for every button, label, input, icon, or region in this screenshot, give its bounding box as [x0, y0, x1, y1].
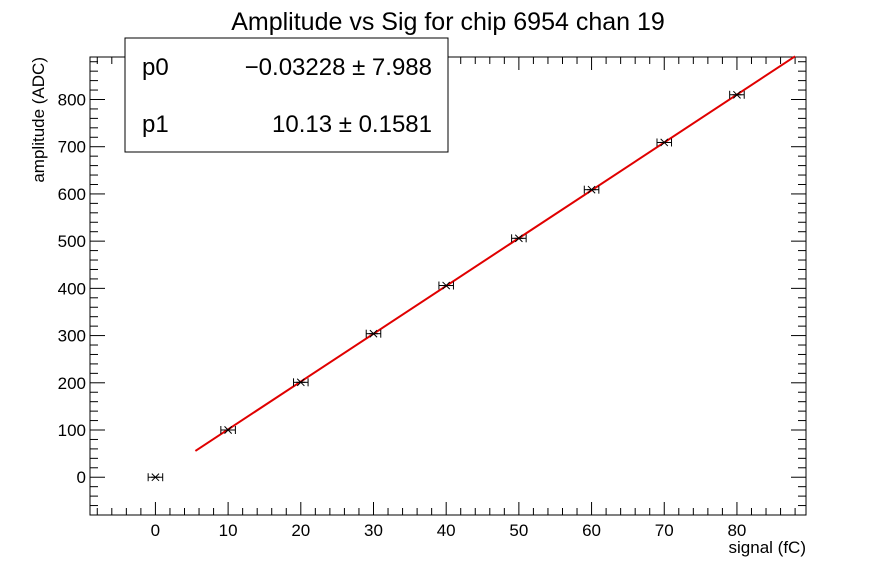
- y-tick-label: 500: [58, 232, 86, 251]
- fit-line: [194, 55, 796, 452]
- y-tick-label: 400: [58, 279, 86, 298]
- stats-p1-value: 10.13 ± 0.1581: [272, 111, 432, 138]
- x-tick-label: 60: [582, 521, 601, 540]
- x-tick-label: 20: [291, 521, 310, 540]
- stats-p0-value: −0.03228 ± 7.988: [245, 54, 432, 81]
- data-point: [293, 378, 309, 387]
- data-point: [220, 426, 236, 435]
- data-point: [438, 281, 454, 290]
- star-marker: [224, 426, 233, 434]
- x-tick-label: 40: [437, 521, 456, 540]
- x-tick-label: 10: [219, 521, 238, 540]
- y-tick-label: 300: [58, 327, 86, 346]
- stats-box-frame: [124, 37, 449, 153]
- y-tick-label: 100: [58, 421, 86, 440]
- star-marker: [514, 234, 523, 243]
- y-tick-label: 800: [58, 90, 86, 109]
- y-tick-label: 0: [77, 468, 86, 487]
- x-axis-label: signal (fC): [729, 538, 806, 557]
- star-marker: [369, 329, 378, 338]
- data-point: [511, 234, 527, 243]
- star-marker: [660, 138, 669, 147]
- star-marker: [587, 185, 596, 194]
- star-marker: [732, 90, 741, 99]
- x-tick-label: 50: [509, 521, 528, 540]
- star-marker: [442, 281, 451, 290]
- stats-p1-name: p1: [142, 111, 169, 138]
- star-marker: [296, 378, 305, 387]
- x-tick-label: 0: [151, 521, 160, 540]
- y-tick-label: 200: [58, 374, 86, 393]
- x-tick-label: 30: [364, 521, 383, 540]
- data-point: [583, 185, 600, 194]
- data-point: [147, 473, 164, 482]
- x-tick-label: 80: [727, 521, 746, 540]
- data-points: [147, 90, 745, 482]
- y-axis-label: amplitude (ADC): [29, 57, 48, 183]
- data-point: [656, 138, 673, 147]
- x-tick-label: 70: [655, 521, 674, 540]
- y-tick-label: 700: [58, 138, 86, 157]
- stats-p0-name: p0: [142, 54, 169, 81]
- data-point: [729, 90, 745, 99]
- y-axis: 0 100 200 300 400 500 600 700 800: [58, 61, 806, 507]
- y-tick-label: 600: [58, 185, 86, 204]
- star-marker: [151, 473, 160, 482]
- chart-title: Amplitude vs Sig for chip 6954 chan 19: [231, 8, 665, 36]
- stats-box: p0 −0.03228 ± 7.988 p1 10.13 ± 0.1581: [124, 37, 449, 153]
- data-point: [365, 329, 382, 338]
